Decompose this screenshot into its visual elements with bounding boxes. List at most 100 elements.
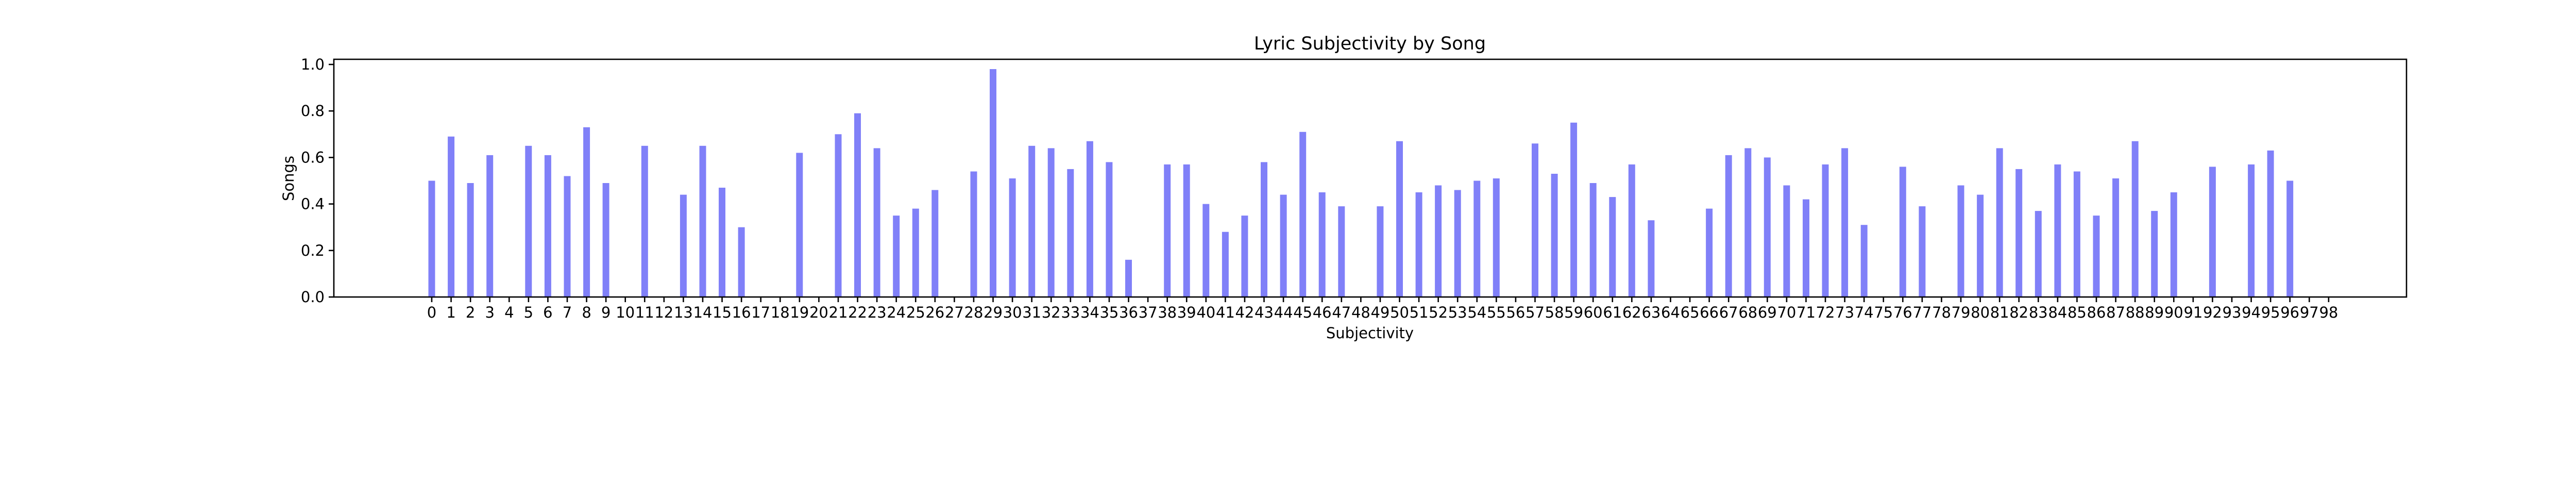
x-tick-label: 54 (1467, 304, 1486, 321)
x-tick-label: 76 (1893, 304, 1912, 321)
bar-49 (1377, 206, 1384, 297)
x-tick-label: 93 (2223, 304, 2242, 321)
bar-77 (1919, 206, 1926, 297)
x-tick-label: 78 (1932, 304, 1951, 321)
bar-26 (931, 190, 939, 297)
x-tick-label: 34 (1080, 304, 1099, 321)
x-tick-label: 35 (1099, 304, 1118, 321)
x-tick-label: 28 (964, 304, 984, 321)
x-tick-label: 83 (2029, 304, 2048, 321)
bar-21 (835, 134, 842, 297)
x-tick-label: 4 (504, 304, 514, 321)
bar-22 (854, 113, 861, 297)
x-tick-label: 25 (906, 304, 925, 321)
bar-11 (641, 145, 648, 297)
bar-47 (1338, 206, 1345, 297)
x-tick-label: 1 (446, 304, 455, 321)
bar-96 (2286, 180, 2294, 297)
x-tick-group: 0 1 2 3 4 5 6 7 8 9 10 11 12 13 14 15 16 17 18 19 20 21 22 23 24… (427, 297, 2338, 321)
x-tick-label: 17 (751, 304, 770, 321)
x-tick-label: 37 (1139, 304, 1158, 321)
x-tick-label: 38 (1158, 304, 1177, 321)
x-tick-label: 71 (1797, 304, 1816, 321)
bar-24 (893, 216, 900, 297)
bar-42 (1241, 216, 1248, 297)
x-tick-label: 94 (2242, 304, 2261, 321)
x-tick-label: 6 (543, 304, 552, 321)
bar-52 (1435, 185, 1442, 297)
x-tick-label: 47 (1332, 304, 1351, 321)
x-tick-label: 63 (1641, 304, 1660, 321)
x-tick-label: 14 (693, 304, 713, 321)
x-tick-label: 68 (1738, 304, 1757, 321)
bar-46 (1318, 192, 1326, 297)
x-tick-label: 10 (616, 304, 635, 321)
bar-72 (1822, 164, 1829, 297)
x-tick-label: 19 (790, 304, 809, 321)
x-tick-label: 98 (2319, 304, 2338, 321)
y-tick-label: 0.8 (301, 102, 325, 120)
x-tick-label: 9 (601, 304, 611, 321)
x-tick-label: 67 (1719, 304, 1738, 321)
chart-title: Lyric Subjectivity by Song (1254, 34, 1486, 54)
bar-13 (680, 194, 687, 297)
bar-16 (738, 227, 745, 297)
x-tick-label: 82 (2009, 304, 2028, 321)
x-tick-label: 29 (984, 304, 1003, 321)
x-tick-label: 24 (887, 304, 906, 321)
bar-23 (873, 148, 880, 297)
x-tick-label: 61 (1603, 304, 1622, 321)
bar-80 (1977, 194, 1984, 297)
y-tick-label: 1.0 (301, 56, 325, 73)
x-tick-label: 32 (1042, 304, 1061, 321)
x-tick-label: 16 (732, 304, 751, 321)
bar-67 (1725, 155, 1732, 297)
bar-41 (1222, 232, 1229, 297)
bar-84 (2054, 164, 2061, 297)
x-tick-label: 49 (1370, 304, 1389, 321)
bar-38 (1164, 164, 1171, 297)
bar-30 (1009, 178, 1016, 297)
bar-83 (2035, 211, 2042, 297)
bar-9 (602, 183, 609, 297)
y-tick-label: 0.6 (301, 148, 325, 166)
bar-76 (1899, 167, 1906, 297)
bar-3 (486, 155, 494, 297)
bar-59 (1570, 122, 1578, 298)
x-tick-label: 11 (635, 304, 654, 321)
bar-62 (1628, 164, 1635, 297)
bar-74 (1860, 225, 1868, 297)
x-tick-label: 45 (1293, 304, 1312, 321)
x-tick-label: 50 (1390, 304, 1409, 321)
plot-frame (333, 58, 2408, 298)
x-tick-label: 95 (2261, 304, 2280, 321)
bar-31 (1028, 145, 1036, 297)
bar-90 (2170, 192, 2177, 297)
bar-94 (2248, 164, 2255, 297)
x-tick-label: 44 (1274, 304, 1293, 321)
x-tick-label: 27 (945, 304, 964, 321)
x-tick-label: 48 (1351, 304, 1370, 321)
bar-6 (544, 155, 551, 297)
y-tick-group: 0.0 0.2 0.4 0.6 0.8 1.0 (301, 56, 334, 306)
bar-88 (2131, 141, 2139, 297)
bar-69 (1764, 157, 1771, 297)
x-tick-label: 79 (1952, 304, 1971, 321)
bar-82 (2015, 169, 2023, 297)
x-tick-label: 55 (1487, 304, 1506, 321)
bar-95 (2267, 150, 2274, 297)
bar-8 (583, 127, 590, 298)
bars-group (428, 69, 2294, 298)
bar-35 (1106, 162, 1113, 297)
x-tick-label: 23 (868, 304, 887, 321)
x-tick-label: 80 (1971, 304, 1990, 321)
x-axis-label: Subjectivity (1326, 324, 1414, 342)
x-tick-label: 73 (1835, 304, 1854, 321)
x-tick-label: 22 (848, 304, 867, 321)
bar-66 (1706, 208, 1713, 297)
x-tick-label: 66 (1700, 304, 1719, 321)
x-tick-label: 91 (2183, 304, 2202, 321)
bar-40 (1202, 204, 1210, 297)
x-tick-label: 2 (466, 304, 475, 321)
